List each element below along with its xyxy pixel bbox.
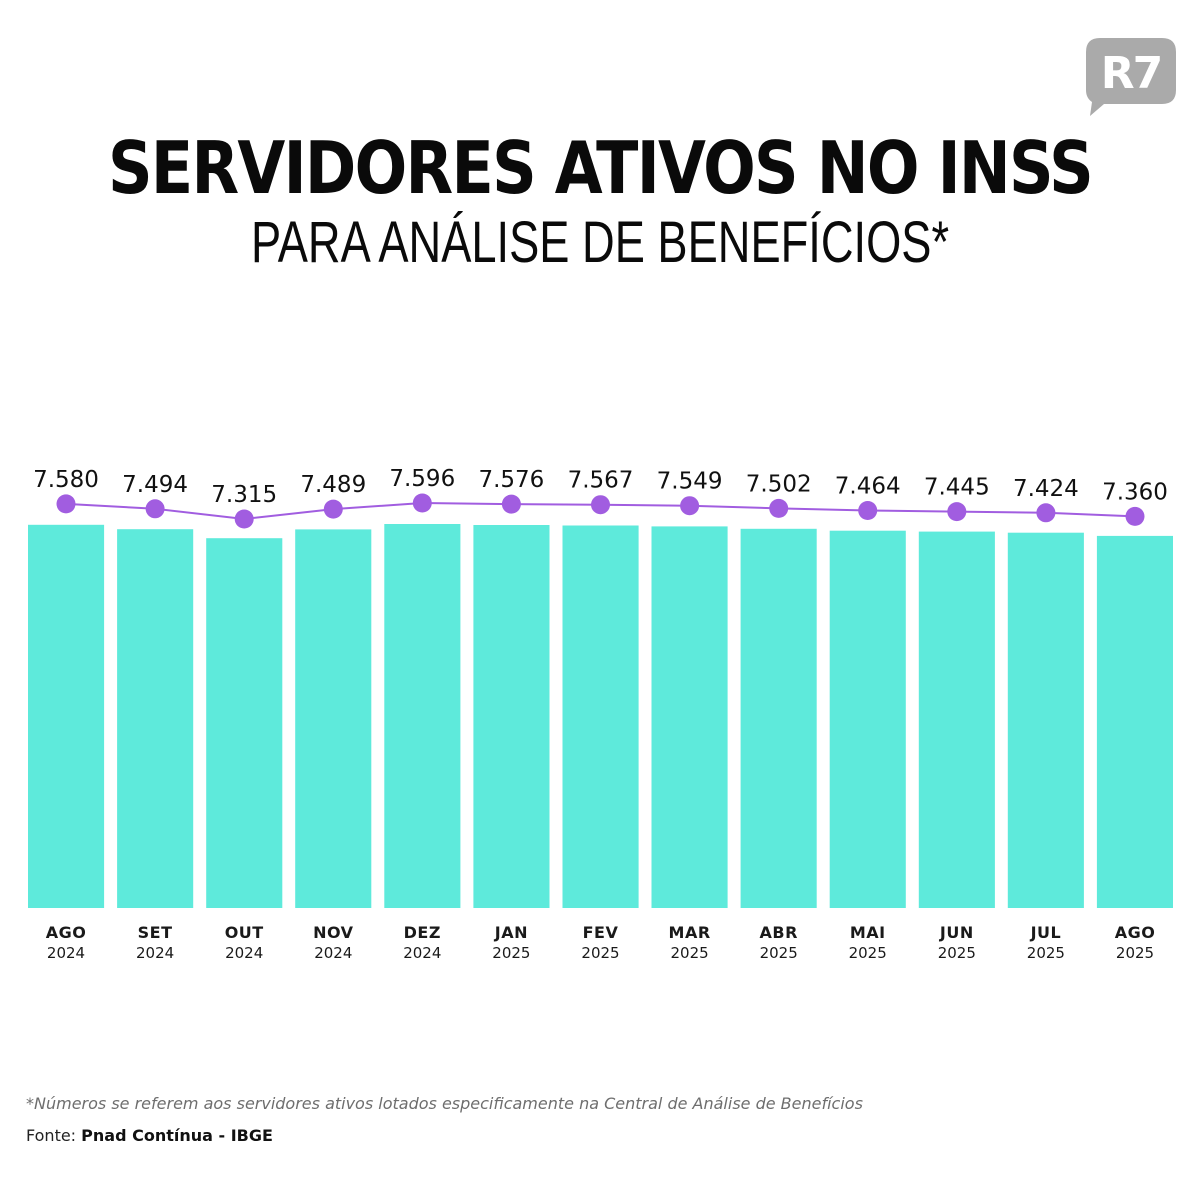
x-tick-month: AGO bbox=[1115, 923, 1156, 942]
x-tick-year: 2024 bbox=[314, 944, 352, 962]
x-tick-year: 2024 bbox=[47, 944, 85, 962]
x-tick-month: ABR bbox=[759, 923, 797, 942]
x-tick-year: 2025 bbox=[938, 944, 976, 962]
x-tick-year: 2025 bbox=[1027, 944, 1065, 962]
logo-text: R7 bbox=[1101, 48, 1162, 99]
bar bbox=[562, 525, 639, 908]
bars bbox=[28, 524, 1173, 908]
value-label: 7.315 bbox=[211, 482, 277, 508]
source-line: Fonte: Pnad Contínua - IBGE bbox=[26, 1126, 273, 1145]
speech-bubble-icon bbox=[1086, 38, 1176, 116]
bar bbox=[740, 528, 817, 908]
value-label: 7.567 bbox=[568, 468, 634, 494]
line-point bbox=[1125, 506, 1145, 526]
value-label: 7.494 bbox=[122, 472, 188, 498]
x-tick-month: DEZ bbox=[404, 923, 441, 942]
line-series bbox=[56, 493, 1145, 529]
x-tick-year: 2024 bbox=[403, 944, 441, 962]
r7-logo: R7 bbox=[1086, 38, 1176, 116]
value-label: 7.596 bbox=[389, 466, 455, 492]
source-prefix: Fonte: bbox=[26, 1126, 82, 1145]
line-point bbox=[858, 501, 878, 520]
x-tick-month: MAR bbox=[669, 923, 711, 942]
x-tick-month: JUL bbox=[1030, 923, 1062, 942]
line-point bbox=[680, 496, 700, 516]
value-label: 7.464 bbox=[835, 474, 901, 500]
line-point bbox=[56, 494, 76, 514]
x-tick-year: 2025 bbox=[760, 944, 798, 962]
chart-subtitle: PARA ANÁLISE DE BENEFÍCIOS* bbox=[250, 210, 950, 275]
value-label: 7.360 bbox=[1102, 479, 1168, 505]
value-label: 7.445 bbox=[924, 475, 990, 501]
bar bbox=[117, 529, 194, 908]
x-tick-year: 2025 bbox=[671, 944, 709, 962]
line-point bbox=[145, 499, 165, 519]
line-point bbox=[234, 509, 254, 529]
value-label: 7.580 bbox=[33, 467, 99, 493]
x-tick-month: JAN bbox=[494, 923, 528, 942]
bar bbox=[384, 524, 461, 908]
x-tick-month: AGO bbox=[46, 923, 87, 942]
footnote: *Números se referem aos servidores ativo… bbox=[26, 1094, 863, 1113]
x-tick-month: JUN bbox=[939, 923, 974, 942]
chart-title: SERVIDORES ATIVOS NO INSS bbox=[107, 126, 1094, 210]
bar bbox=[1096, 535, 1173, 908]
bar bbox=[651, 526, 728, 908]
bar bbox=[473, 525, 550, 908]
x-tick-month: SET bbox=[138, 923, 173, 942]
x-tick-month: OUT bbox=[225, 923, 264, 942]
source-name: Pnad Contínua - IBGE bbox=[81, 1126, 273, 1145]
value-label: 7.576 bbox=[478, 467, 544, 493]
value-label: 7.502 bbox=[746, 471, 812, 497]
bar bbox=[28, 524, 105, 908]
line-point bbox=[947, 502, 967, 522]
bar bbox=[295, 529, 372, 908]
chart: 7.580 AGO 2024 7.494 SET 2024 7.315 OUT 2024 7.48… bbox=[28, 466, 1173, 962]
x-tick-year: 2024 bbox=[225, 944, 263, 962]
value-label: 7.424 bbox=[1013, 476, 1079, 502]
bar bbox=[829, 530, 906, 908]
bar bbox=[1007, 532, 1084, 908]
labels: 7.580 AGO 2024 7.494 SET 2024 7.315 OUT 2024 7.48… bbox=[33, 466, 1168, 962]
x-tick-month: NOV bbox=[313, 923, 354, 942]
line-point bbox=[501, 494, 521, 514]
x-tick-month: MAI bbox=[850, 923, 886, 942]
x-tick-year: 2025 bbox=[1116, 944, 1154, 962]
x-tick-year: 2025 bbox=[849, 944, 887, 962]
value-label: 7.489 bbox=[300, 472, 366, 498]
bar bbox=[918, 531, 995, 908]
bar bbox=[206, 538, 283, 908]
x-tick-year: 2024 bbox=[136, 944, 174, 962]
line-point bbox=[323, 499, 343, 519]
x-tick-year: 2025 bbox=[492, 944, 530, 962]
line-point bbox=[769, 498, 789, 518]
line-point bbox=[1036, 503, 1056, 523]
line-point bbox=[412, 493, 432, 513]
line-point bbox=[591, 495, 610, 515]
x-tick-month: FEV bbox=[583, 923, 619, 942]
value-label: 7.549 bbox=[657, 469, 723, 495]
x-tick-year: 2025 bbox=[581, 944, 619, 962]
